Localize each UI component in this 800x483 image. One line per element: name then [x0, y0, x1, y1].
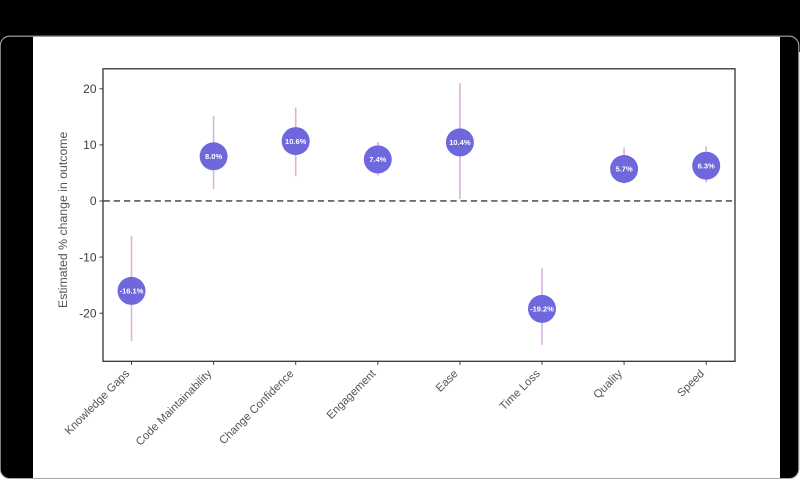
svg-text:0: 0	[90, 194, 97, 208]
svg-text:Estimated % change in outcome: Estimated % change in outcome	[56, 131, 70, 308]
svg-text:6.3%: 6.3%	[698, 161, 715, 170]
svg-text:20: 20	[83, 82, 97, 96]
svg-text:-19.2%: -19.2%	[530, 305, 554, 314]
svg-text:7.4%: 7.4%	[369, 155, 386, 164]
svg-text:5.7%: 5.7%	[616, 165, 633, 174]
svg-text:-20: -20	[79, 306, 97, 320]
svg-text:10: 10	[83, 138, 97, 152]
svg-text:10.4%: 10.4%	[449, 138, 471, 147]
svg-text:-16.1%: -16.1%	[120, 287, 144, 296]
svg-text:8.0%: 8.0%	[205, 152, 222, 161]
svg-text:-10: -10	[79, 250, 97, 264]
svg-text:10.6%: 10.6%	[285, 137, 307, 146]
